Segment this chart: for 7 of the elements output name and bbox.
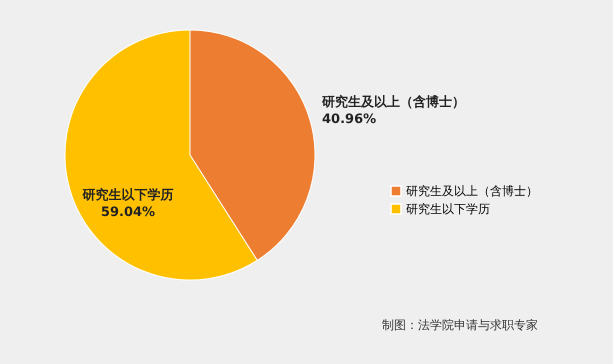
text: 制图：法学院申请与求职专家 bbox=[382, 318, 538, 332]
slice-label: 研究生以下学历 bbox=[82, 187, 174, 203]
data-label: 59.04% bbox=[100, 205, 156, 220]
slice-label: 研究生及以上（含博士） bbox=[321, 94, 465, 110]
legend-label: 研究生以下学历 bbox=[406, 202, 490, 216]
legend-label: 研究生及以上（含博士） bbox=[406, 184, 538, 198]
data-label: 40.96% bbox=[322, 112, 376, 127]
